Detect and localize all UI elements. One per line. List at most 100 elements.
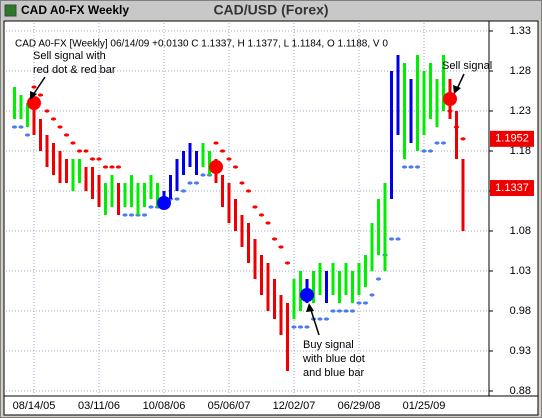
stop-dot [187,181,193,185]
price-label-box [490,130,534,147]
stop-dot [388,237,395,241]
price-bar [273,279,276,319]
x-tick-label: 03/11/06 [78,400,120,412]
annotation: Buy signal [303,339,354,351]
price-bar [364,255,367,287]
stop-dot [245,189,252,193]
price-label: 1.1952 [495,133,529,145]
price-bar [286,303,289,371]
price-bar [58,151,62,183]
signal-dot [443,92,457,106]
price-bar [461,159,465,231]
price-bar [97,175,101,207]
price-bar [71,159,75,191]
price-bar [221,175,224,207]
price-bar [32,103,36,135]
x-tick-label: 10/08/06 [143,400,186,412]
price-bar [130,175,133,207]
x-tick-label: 12/02/07 [273,400,316,412]
price-bar [175,159,179,191]
stop-dot [421,149,427,153]
price-bar [403,63,406,159]
price-bar [65,159,68,183]
stop-dot [50,117,57,121]
stop-dot [297,325,304,329]
stop-dot [141,213,148,217]
stop-dot [193,181,200,185]
price-bar [429,63,432,119]
stop-dot [317,317,323,321]
price-bar [299,271,302,311]
stop-dot [180,189,187,193]
stop-dot [401,165,408,169]
y-tick-label: 1.33 [510,25,531,37]
stop-dot [232,165,239,169]
price-bar [188,143,192,167]
stop-dot [44,109,50,113]
stop-dot [70,141,76,145]
stop-dot [408,165,414,169]
price-bar [234,199,237,231]
stop-dot [362,301,369,305]
price-label: 1.1337 [495,182,529,194]
stop-dot [174,197,180,201]
signal-dot [157,196,171,210]
stop-dot [278,245,284,249]
price-bar [45,135,49,167]
price-bar [123,183,127,207]
price-bar [52,143,55,175]
price-bar [84,167,88,191]
chart-title: CAD/USD (Forex) [213,2,328,18]
arrow [456,73,465,90]
signal-dot [27,96,41,110]
y-tick-label: 0.88 [510,385,531,397]
stop-dot [76,149,83,153]
stop-dot [414,165,421,169]
price-bar [19,95,23,119]
y-tick-label: 0.93 [510,345,531,357]
title-bar [1,1,541,20]
price-bar [110,175,114,207]
price-bar [149,175,153,199]
price-label-box [490,180,534,197]
stop-dot [239,181,245,185]
window-title: CAD A0-FX Weekly [21,3,129,17]
stop-dot [11,125,18,129]
price-bar [169,175,172,199]
price-bar [455,111,458,159]
price-bar [325,271,328,303]
stop-dot [83,149,89,153]
price-bar [383,183,387,271]
stop-dot [440,141,447,145]
price-bar [247,223,250,263]
price-bar [208,151,211,175]
stop-dot [128,213,135,217]
info-line: CAD A0-FX [Weekly] 06/14/09 +0.0130 C 1.… [15,39,388,50]
price-bar [416,55,419,151]
y-tick-label: 1.03 [510,265,531,277]
price-bar [253,239,257,279]
annotation: with blue dot [302,353,365,365]
stop-dot [395,237,401,241]
annotation: Sell signal with [33,50,106,62]
price-bar [318,263,322,295]
annotation: and blue bar [303,367,364,379]
stop-dot [63,133,70,137]
price-bar [143,183,146,207]
price-bar [117,183,120,215]
annotation: Sell signal [442,60,492,72]
price-bar [338,271,341,303]
x-tick-label: 08/14/05 [13,400,56,412]
stop-dot [369,293,375,297]
price-bar [409,79,413,143]
price-bar [422,71,426,135]
stop-dot [284,261,291,265]
stop-dot [24,133,31,137]
stop-dot [427,149,434,153]
stop-dot [252,205,258,209]
x-tick-label: 01/25/09 [403,400,446,412]
price-bar [266,263,270,311]
stop-dot [460,137,466,141]
price-bar [39,119,42,151]
